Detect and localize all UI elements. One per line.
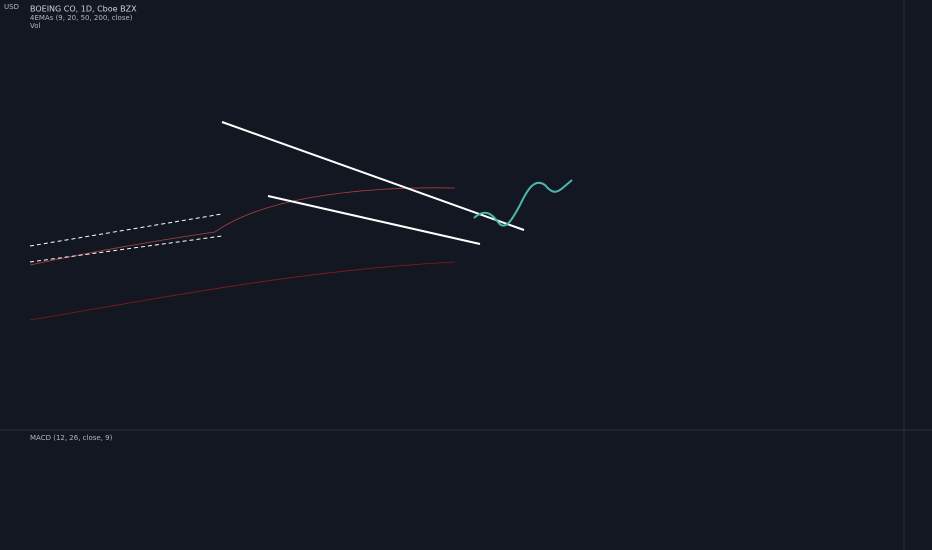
currency: USD bbox=[4, 3, 19, 11]
channel-line bbox=[29, 213, 223, 247]
trend-line bbox=[221, 121, 525, 231]
ema-line bbox=[214, 187, 456, 233]
ema-line bbox=[29, 231, 216, 266]
indicator-label: 4EMAs (9, 20, 50, 200, close) bbox=[30, 14, 133, 22]
trend-line bbox=[267, 195, 481, 245]
ema-line bbox=[29, 261, 456, 321]
macd-title: MACD (12, 26, close, 9) bbox=[30, 434, 113, 442]
projection-path bbox=[473, 179, 573, 227]
drawings bbox=[29, 121, 573, 321]
chart-title: BOEING CO, 1D, Cboe BZX bbox=[30, 5, 137, 14]
indicator-label: Vol bbox=[30, 22, 41, 30]
channel-line bbox=[29, 235, 223, 263]
